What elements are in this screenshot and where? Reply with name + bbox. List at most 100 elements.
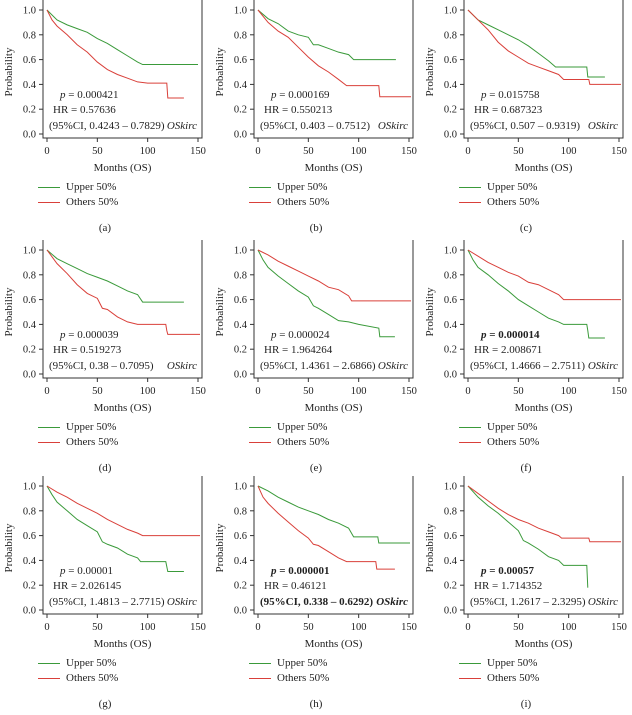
cohort-label: OSkirc [167,120,197,132]
km-panel-a: 0.0 0.2 0.4 0.6 0.8 1.0 0 50 100 150 Months (OS) Pr… [0,0,210,238]
y-tick-label: 0.4 [444,80,458,91]
x-tick-label: 150 [190,622,206,633]
x-tick-label: 100 [351,622,367,633]
y-tick-label: 0.0 [444,130,457,141]
legend-item-upper-50: Upper 50% [459,180,539,195]
plot-frame [42,0,203,139]
y-tick-label: 0.4 [444,556,458,567]
km-plot-h: 0.0 0.2 0.4 0.6 0.8 1.0 0 50 100 150 Months (OS) Pr… [214,476,417,650]
x-tick-label: 100 [351,386,367,397]
cohort-label: OSkirc [376,596,408,608]
plot-frame [42,476,203,615]
confidence-interval-label: (95%CI, 0.338 – 0.6292) [260,596,373,608]
cohort-label: OSkirc [378,360,408,372]
legend-item-others-50: Others 50% [38,671,118,686]
x-tick-label: 100 [140,386,156,397]
legend-item-others-50: Others 50% [38,195,118,210]
x-tick-label: 150 [611,386,627,397]
y-tick-label: 0.4 [23,556,37,567]
y-axis-title: Probability [3,287,15,336]
x-tick-label: 100 [351,146,367,157]
x-tick-label: 0 [255,146,260,157]
legend-item-upper-50: Upper 50% [249,656,329,671]
p-value-label: p = 0.000421 [59,89,118,101]
panel-caption: (d) [98,462,112,474]
legend-swatch [249,662,271,664]
x-axis-title: Months (OS) [305,162,363,174]
y-tick-label: 1.0 [23,482,36,493]
x-tick-label: 150 [611,622,627,633]
survival-curve-upper-50 [257,9,396,61]
confidence-interval-label: (95%CI, 0.38 – 0.7095) [49,360,154,372]
y-tick-label: 0.6 [23,295,36,306]
y-tick-label: 1.0 [444,246,457,257]
legend: Upper 50% Others 50% [38,656,118,686]
cohort-label: OSkirc [588,596,618,608]
legend-item-upper-50: Upper 50% [38,420,118,435]
survival-curve-others-50 [467,249,622,301]
y-tick-label: 0.6 [234,55,247,66]
km-panel-b: 0.0 0.2 0.4 0.6 0.8 1.0 0 50 100 150 Months (OS) Pr… [211,0,421,238]
km-panel-d: 0.0 0.2 0.4 0.6 0.8 1.0 0 50 100 150 Months (OS) Pr… [0,240,210,478]
legend-swatch [459,662,481,664]
y-tick-label: 0.8 [23,270,36,281]
legend: Upper 50% Others 50% [249,180,329,210]
panel-caption: (b) [309,222,323,234]
hazard-ratio-label: HR = 0.519273 [53,344,122,356]
confidence-interval-label: (95%CI, 0.507 – 0.9319) [470,120,580,132]
legend-item-upper-50: Upper 50% [459,420,539,435]
legend-label: Upper 50% [277,181,328,193]
x-tick-label: 50 [92,146,103,157]
survival-curve-upper-50 [257,249,395,338]
x-tick-label: 150 [611,146,627,157]
panel-caption: (i) [520,698,532,710]
legend-label: Others 50% [487,196,540,208]
y-axis-title: Probability [424,287,436,336]
legend-item-upper-50: Upper 50% [38,656,118,671]
x-tick-label: 0 [465,386,470,397]
y-tick-label: 0.2 [23,345,36,356]
legend-swatch [249,677,271,679]
x-tick-label: 50 [303,386,314,397]
survival-curve-others-50 [46,9,184,99]
km-plot-c: 0.0 0.2 0.4 0.6 0.8 1.0 0 50 100 150 Months (OS) Pr… [424,0,627,174]
y-tick-label: 0.0 [234,606,247,617]
confidence-interval-label: (95%CI, 1.4666 – 2.7511) [470,360,585,372]
survival-curve-others-50 [257,249,412,302]
legend-label: Upper 50% [487,657,538,669]
x-tick-label: 100 [561,386,577,397]
legend-item-others-50: Others 50% [249,435,329,450]
x-tick-label: 50 [303,622,314,633]
y-tick-label: 0.6 [234,531,247,542]
confidence-interval-label: (95%CI, 1.4361 – 2.6866) [260,360,376,372]
y-tick-label: 1.0 [234,482,247,493]
x-axis-title: Months (OS) [94,638,152,650]
survival-curve-upper-50 [257,485,411,544]
km-panel-c: 0.0 0.2 0.4 0.6 0.8 1.0 0 50 100 150 Months (OS) Pr… [421,0,631,238]
panel-caption: (f) [520,462,532,474]
y-tick-label: 0.8 [234,270,247,281]
y-tick-label: 0.2 [444,105,457,116]
km-panel-g: 0.0 0.2 0.4 0.6 0.8 1.0 0 50 100 150 Months (OS) Pr… [0,476,210,714]
p-value-label: p = 0.000039 [59,329,119,341]
hazard-ratio-label: HR = 0.57636 [53,104,116,116]
x-tick-label: 100 [140,622,156,633]
y-tick-label: 0.8 [234,506,247,517]
x-axis-title: Months (OS) [305,638,363,650]
p-value-label: p = 0.000169 [270,89,330,101]
x-axis-title: Months (OS) [305,402,363,414]
legend-swatch [38,441,60,443]
survival-curve-upper-50 [46,249,184,303]
legend-swatch [38,426,60,428]
p-value-label: p = 0.000014 [480,329,540,341]
legend-label: Others 50% [277,196,330,208]
x-tick-label: 50 [513,146,524,157]
km-plot-i: 0.0 0.2 0.4 0.6 0.8 1.0 0 50 100 150 Months (OS) Pr… [424,476,627,650]
y-axis-title: Probability [3,523,15,572]
survival-curve-upper-50 [46,485,184,573]
legend-item-others-50: Others 50% [38,435,118,450]
y-tick-label: 1.0 [234,6,247,17]
y-tick-label: 1.0 [23,246,36,257]
hazard-ratio-label: HR = 2.026145 [53,580,122,592]
survival-curve-others-50 [467,9,622,85]
